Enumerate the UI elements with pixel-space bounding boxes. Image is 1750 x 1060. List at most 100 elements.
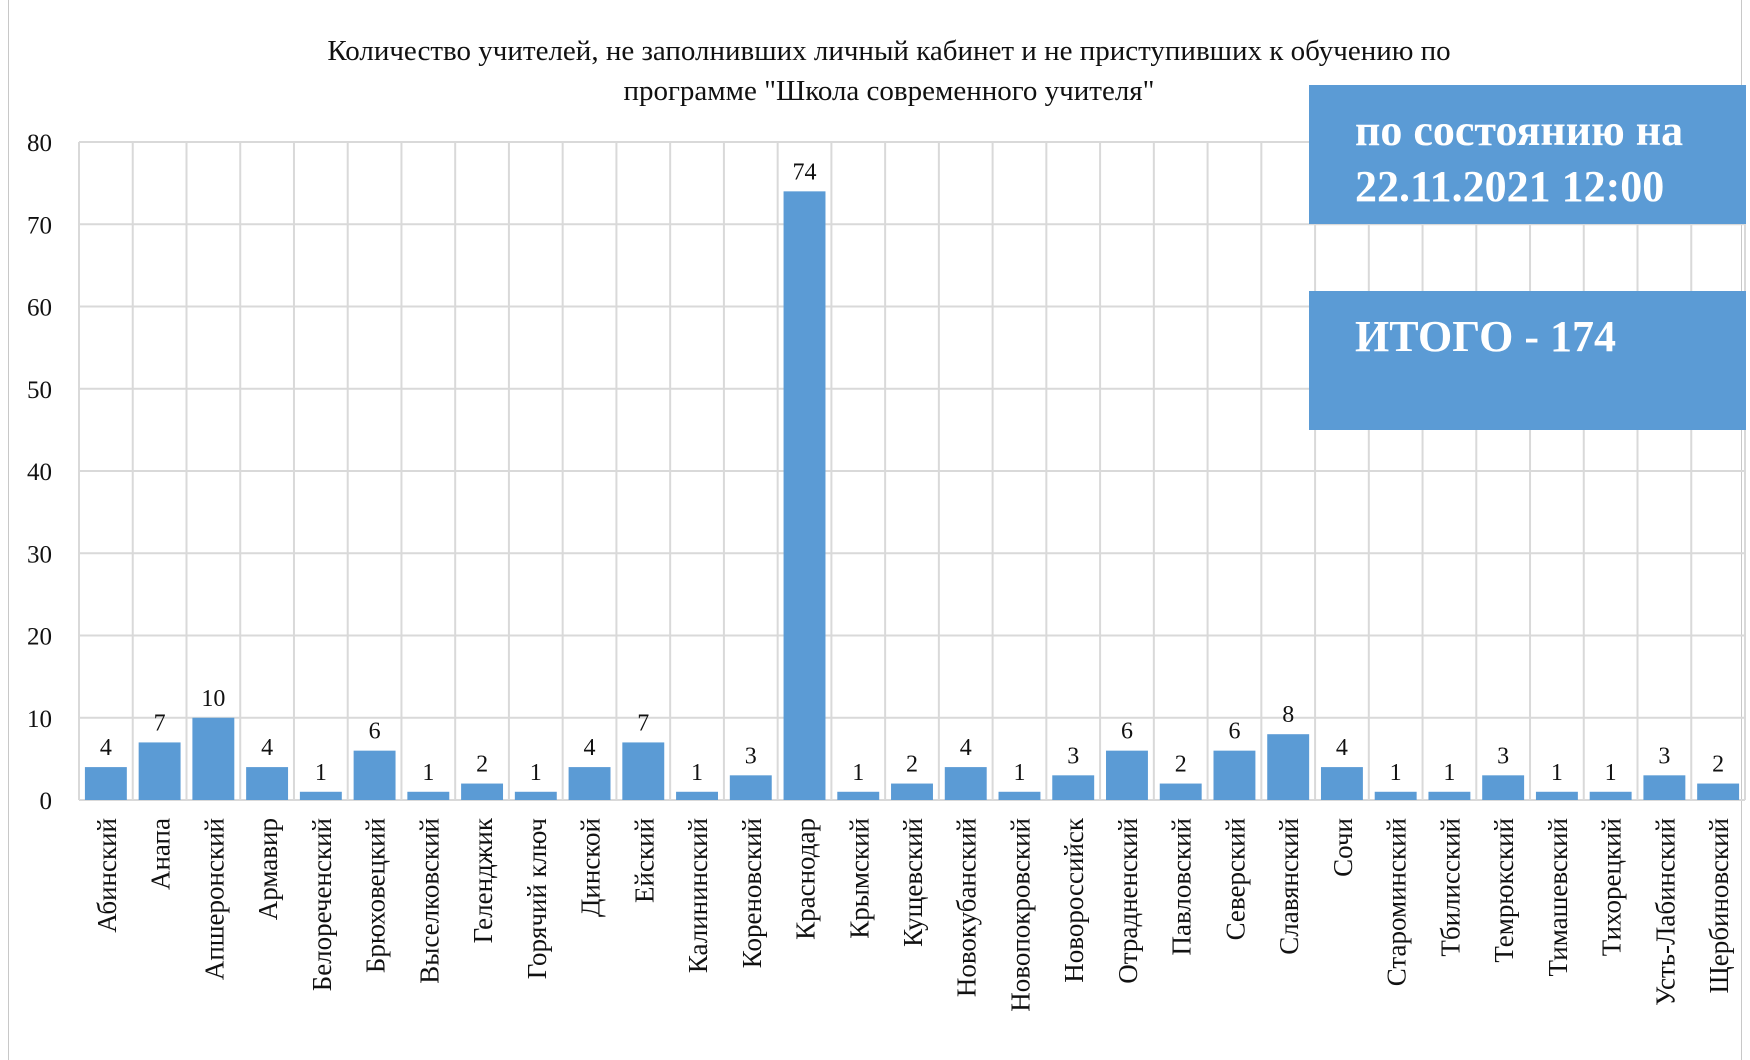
data-label: 1 [1605, 760, 1617, 786]
data-label: 1 [691, 760, 703, 786]
chart-frame [8, 0, 1742, 1060]
category-label: Кореновский [737, 818, 767, 968]
bar [891, 783, 933, 800]
data-label: 4 [100, 735, 112, 761]
category-label: Северский [1220, 818, 1250, 940]
bar [1697, 783, 1740, 800]
data-label: 2 [476, 752, 488, 778]
data-label: 6 [369, 719, 381, 745]
bar [837, 791, 880, 800]
category-label: Новороссийск [1059, 817, 1089, 983]
bar [1052, 775, 1095, 800]
data-label: 6 [1121, 719, 1133, 745]
y-tick-label: 80 [27, 130, 52, 157]
y-tick-label: 10 [27, 706, 52, 733]
data-label: 1 [530, 760, 542, 786]
data-label: 8 [1282, 702, 1294, 728]
data-labels: 4 7 10 4 1 6 1 2 1 4 7 1 3 74 1 2 4 1 3 6 2 6 8 4 1 1 3 1 1 3 2 [100, 159, 1724, 785]
data-label: 6 [1228, 719, 1240, 745]
category-label: Краснодар [791, 818, 821, 940]
data-label: 3 [1067, 743, 1079, 769]
bar [1374, 791, 1417, 800]
chart-title-line-2: программе "Школа современного учителя" [624, 75, 1155, 107]
bar [1267, 734, 1310, 800]
data-label: 1 [1013, 760, 1025, 786]
data-label: 3 [745, 743, 757, 769]
bars [84, 191, 1740, 801]
category-label: Геленджик [468, 817, 498, 943]
bar [299, 791, 342, 800]
category-label: Сочи [1328, 818, 1358, 877]
category-label: Новокубанский [952, 818, 982, 997]
data-label: 4 [584, 735, 596, 761]
total-note-box: ИТОГО - 174 [1309, 291, 1746, 430]
category-label: Калининский [683, 818, 713, 973]
date-note-line-2: 22.11.2021 12:00 [1355, 162, 1665, 211]
total-note-text: ИТОГО - 174 [1355, 312, 1616, 361]
data-label: 7 [154, 710, 166, 736]
bar [84, 767, 127, 800]
data-label: 2 [906, 752, 918, 778]
data-label: 1 [422, 760, 434, 786]
category-label: Апшеронский [199, 818, 229, 980]
data-label: 10 [201, 686, 225, 712]
category-label: Брюховецкий [361, 818, 391, 973]
data-label: 4 [960, 735, 972, 761]
data-label: 2 [1175, 752, 1187, 778]
bar [1535, 791, 1578, 800]
y-tick-label: 20 [27, 624, 52, 651]
data-label: 1 [1443, 760, 1455, 786]
category-label: Крымский [844, 818, 874, 939]
category-label: Славянский [1274, 818, 1304, 955]
y-tick-label: 70 [27, 212, 52, 239]
category-label: Темрюкский [1489, 818, 1519, 963]
data-label: 4 [1336, 735, 1348, 761]
bar [1213, 750, 1256, 800]
category-label: Анапа [146, 818, 176, 890]
date-note-line-1: по состоянию на [1355, 106, 1684, 155]
category-label: Тбилисский [1435, 818, 1465, 957]
category-label: Усть-Лабинский [1650, 818, 1680, 1006]
category-label: Староминский [1382, 818, 1412, 986]
bar [1320, 767, 1363, 800]
category-label: Ейский [629, 818, 659, 903]
category-label: Выселковский [414, 818, 444, 984]
category-label: Кущевский [898, 818, 928, 947]
y-axis-ticks: 0 10 20 30 40 50 60 70 80 [27, 130, 52, 815]
data-label: 3 [1497, 743, 1509, 769]
category-label: Горячий ключ [522, 818, 552, 979]
bar [1643, 775, 1686, 800]
category-label: Новопокровский [1005, 818, 1035, 1012]
category-label: Павловский [1167, 818, 1197, 955]
bar [246, 767, 289, 800]
data-label: 1 [1551, 760, 1563, 786]
category-label: Тимашевский [1543, 818, 1573, 977]
bar [944, 767, 987, 800]
data-label: 7 [637, 710, 649, 736]
category-label: Отрадненский [1113, 818, 1143, 984]
category-label: Тихорецкий [1597, 818, 1627, 956]
category-label: Щербиновский [1704, 818, 1734, 993]
bar [461, 783, 504, 800]
data-label: 74 [793, 159, 817, 185]
bar [729, 775, 772, 800]
bar [192, 717, 235, 800]
bar [1428, 791, 1471, 800]
data-label: 1 [315, 760, 327, 786]
category-label: Белореченский [307, 818, 337, 991]
y-tick-label: 60 [27, 295, 52, 322]
x-axis-categories: Абинский Анапа Апшеронский Армавир Белоречен… [92, 817, 1734, 1012]
category-label: Абинский [92, 818, 122, 933]
data-label: 4 [261, 735, 273, 761]
bar [407, 791, 450, 800]
data-label: 3 [1658, 743, 1670, 769]
data-label: 1 [852, 760, 864, 786]
bar [1482, 775, 1525, 800]
data-label: 2 [1712, 752, 1724, 778]
bar [676, 791, 718, 800]
grid-lines [78, 141, 1746, 801]
bar [1589, 791, 1632, 800]
bar [998, 791, 1041, 800]
date-note-box: по состоянию на 22.11.2021 12:00 [1309, 85, 1746, 224]
bar [353, 750, 396, 800]
